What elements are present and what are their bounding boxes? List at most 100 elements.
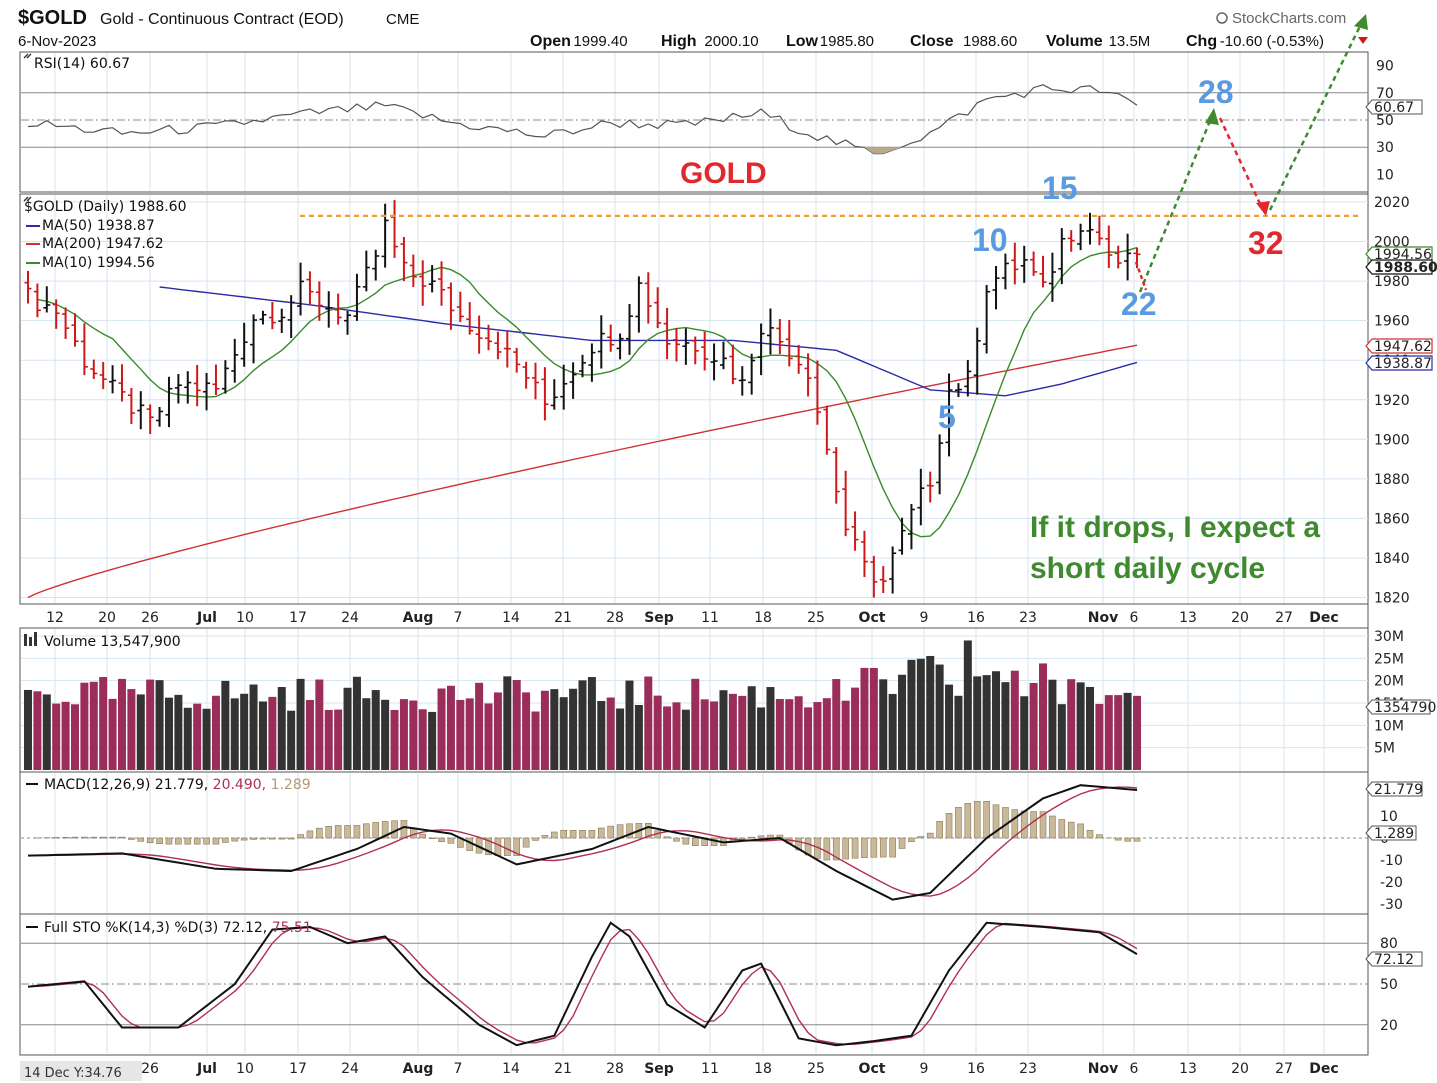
macd-hist-bar <box>306 830 314 839</box>
volume-bar <box>804 707 813 770</box>
macd-hist-bar <box>118 836 126 839</box>
price-bar <box>898 517 906 555</box>
rsi-panel: RSI(14) 60.67 90 70 50 30 10 60.67 <box>21 53 1423 183</box>
sto-value: 75.51 <box>272 920 312 936</box>
price-bar <box>1001 253 1009 290</box>
price-bar <box>1030 251 1038 276</box>
x-tick-label: Jul <box>196 1061 217 1077</box>
macd-hist-bar <box>287 837 295 840</box>
price-bar <box>419 260 427 306</box>
volume-bar <box>625 680 634 770</box>
vol-tick: 5M <box>1374 741 1395 757</box>
macd-hist-bar <box>62 836 69 839</box>
macd-hist-bar <box>146 837 154 844</box>
volume-bar <box>935 664 944 770</box>
x-tick-label: 17 <box>289 1061 307 1077</box>
x-tick-label: Sep <box>644 1061 674 1077</box>
macd-hist-bar <box>297 834 304 839</box>
x-tick-label: 13 <box>1179 610 1197 626</box>
volume-bar <box>587 677 596 770</box>
brand[interactable]: StockCharts.com <box>1216 10 1346 27</box>
price-bar <box>278 308 286 333</box>
price-bar <box>503 330 511 368</box>
volume-bar <box>183 707 192 770</box>
volume-bar <box>898 674 907 770</box>
macd-hist-bar <box>344 825 351 839</box>
price-bar <box>466 302 474 335</box>
brand-label: StockCharts.com <box>1232 10 1346 27</box>
symbol: $GOLD <box>18 7 87 29</box>
macd-hist-bar <box>673 837 680 842</box>
price-bar <box>569 362 577 399</box>
volume-bar <box>606 697 615 770</box>
cycle-count-22: 22 <box>1121 286 1157 322</box>
price-bar <box>701 331 709 371</box>
macd-hist-bar <box>992 804 1000 839</box>
macd-hist-bar <box>644 823 652 839</box>
vol-tick: 25M <box>1374 651 1404 667</box>
volume-bar <box>616 708 625 770</box>
volume-bar <box>832 679 841 770</box>
x-tick-label: 20 <box>98 610 116 626</box>
price-bar <box>795 344 803 374</box>
macd-hist-bar <box>861 837 868 858</box>
price-tag <box>1365 246 1433 262</box>
macd-hist-bar <box>325 826 333 839</box>
price-bar <box>1011 242 1019 285</box>
macd-hist-bar <box>879 837 887 858</box>
volume-bar <box>117 678 126 770</box>
volume-bar <box>315 679 324 770</box>
macd-hist-bar <box>1114 837 1122 841</box>
price-bar <box>672 327 680 362</box>
macd-hist-bar <box>240 837 248 841</box>
price-bar <box>785 319 793 367</box>
arrowhead-icon <box>1354 14 1368 30</box>
volume-bar <box>1039 663 1048 770</box>
price-bar <box>907 504 915 550</box>
price-bar <box>71 313 79 347</box>
gold-title: GOLD <box>680 157 767 190</box>
price-bar <box>438 261 446 306</box>
price-bar <box>776 319 784 355</box>
x-tick-label: 10 <box>236 610 254 626</box>
price-bar <box>456 291 464 323</box>
price-bar <box>738 366 746 396</box>
price-bar <box>719 341 727 370</box>
macd-hist-bar <box>193 837 201 845</box>
comment-line-2: short daily cycle <box>1030 552 1265 585</box>
price-bar <box>306 271 314 305</box>
volume-bar <box>24 689 32 770</box>
x-tick-label: Aug <box>403 1061 434 1077</box>
price-bar <box>851 511 859 551</box>
price-bar <box>729 344 737 385</box>
volume-bar <box>1029 682 1038 770</box>
price-bar <box>287 295 295 339</box>
rsi-tick: 30 <box>1376 140 1394 156</box>
price-bar <box>268 302 276 330</box>
x-tick-label: 24 <box>341 1061 359 1077</box>
macd-hist-bar <box>757 835 765 839</box>
price-bar <box>212 364 220 396</box>
volume-bar <box>1095 703 1104 770</box>
macd-title: MACD(12,26,9) 21.779, 20.490, 1.289 <box>44 777 311 793</box>
x-tick-label: 12 <box>46 610 64 626</box>
price-bar <box>616 333 624 360</box>
x-tick-label: Oct <box>859 610 886 626</box>
macd-hist-bar <box>1049 815 1056 839</box>
x-tick-label: 26 <box>141 1061 159 1077</box>
macd-hist-bar <box>532 837 539 841</box>
x-tick-label: 28 <box>606 1061 624 1077</box>
macd-hist-bar <box>353 825 361 839</box>
volume-bar <box>127 689 136 770</box>
volume-bar <box>559 697 568 770</box>
volume-bar <box>1048 679 1057 770</box>
macd-hist-bar <box>1039 811 1047 839</box>
volume-bar <box>1020 696 1029 770</box>
x-tick-label: 7 <box>454 610 463 626</box>
macd-hist-bar <box>52 837 60 839</box>
volume-bar <box>174 694 183 770</box>
price-bar <box>823 405 831 455</box>
volume-bar <box>277 687 286 770</box>
macd-hist-bar <box>936 821 943 839</box>
